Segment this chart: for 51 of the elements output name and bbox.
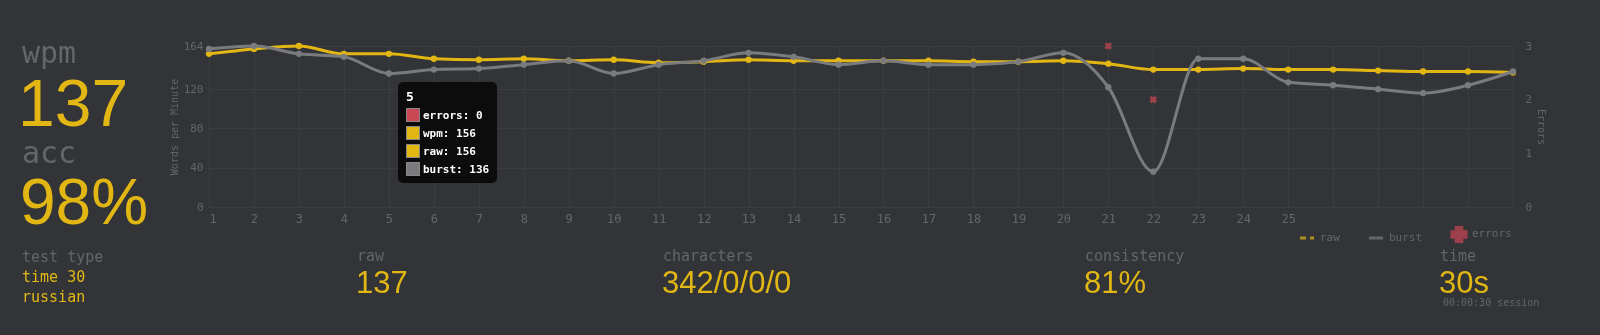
text: 81% [1084, 265, 1147, 300]
point [1419, 89, 1427, 97]
annotation: wpm: 156 [423, 126, 476, 140]
annotation: 5 [406, 89, 415, 104]
point [385, 50, 393, 58]
point [1105, 60, 1112, 67]
point [520, 61, 527, 68]
point [1195, 66, 1202, 73]
point [1195, 55, 1202, 62]
point [1374, 67, 1382, 74]
point [430, 66, 437, 73]
point [1285, 79, 1292, 86]
point [745, 56, 752, 63]
point [205, 50, 213, 58]
point [1150, 168, 1157, 175]
point [295, 50, 303, 58]
point [1329, 82, 1337, 89]
text: russian [22, 288, 86, 306]
point [1419, 68, 1427, 75]
annotation: burst: 136 [423, 162, 490, 176]
point [1464, 68, 1472, 75]
point [1240, 55, 1247, 62]
point [385, 70, 393, 77]
annotation: errors: 0 [423, 108, 483, 122]
point [1329, 66, 1337, 73]
point [430, 55, 437, 62]
point [790, 53, 797, 60]
point [1060, 49, 1067, 57]
point [925, 61, 932, 68]
text: time 30 [22, 268, 86, 286]
point [475, 56, 482, 63]
point [1105, 84, 1112, 91]
point [1285, 66, 1292, 73]
point [835, 61, 842, 68]
point [1464, 82, 1472, 89]
text: 30s [1439, 265, 1489, 300]
point [1374, 86, 1382, 93]
point [295, 42, 303, 50]
point [610, 70, 617, 77]
point [1060, 57, 1067, 64]
text: 137 [356, 265, 408, 300]
point [745, 49, 752, 57]
point [1240, 65, 1247, 72]
point [205, 45, 213, 53]
annotation: raw: 156 [423, 144, 476, 158]
point [610, 56, 617, 63]
text: 98% [20, 166, 149, 238]
point [520, 55, 527, 62]
text: 342/0/0/0 [662, 265, 792, 300]
point [1150, 66, 1157, 73]
point [475, 65, 482, 72]
